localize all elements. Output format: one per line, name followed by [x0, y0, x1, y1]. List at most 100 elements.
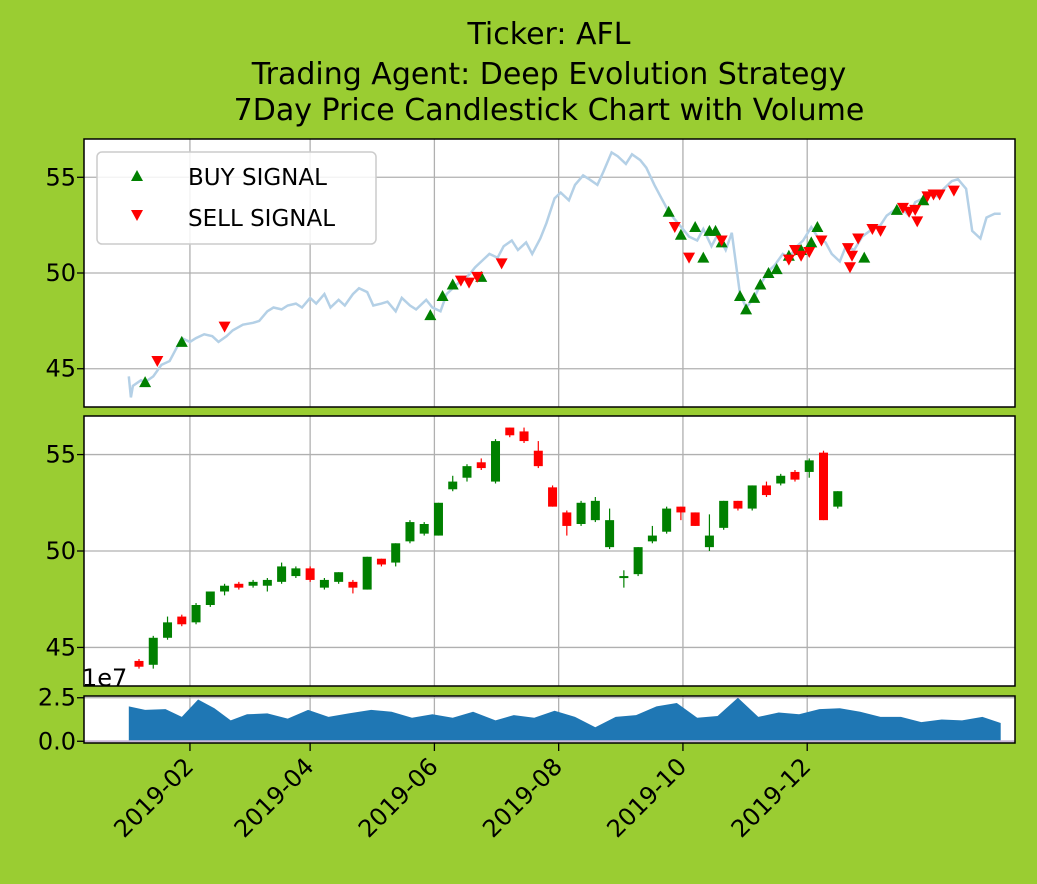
candle	[177, 614, 187, 627]
candle-body	[148, 637, 158, 665]
sell-signal-marker	[782, 254, 795, 266]
candle	[776, 473, 786, 486]
candle-body	[163, 622, 173, 638]
candle	[205, 591, 215, 607]
candle-body	[491, 441, 501, 482]
candle-body	[305, 568, 315, 580]
candle	[448, 475, 458, 492]
candle	[134, 659, 144, 669]
candle-body	[476, 462, 486, 469]
volume-panel-frame	[83, 695, 1016, 744]
candle-body	[348, 581, 358, 588]
candle-body	[291, 568, 301, 577]
volume-area	[128, 697, 1001, 742]
legend-sell-marker	[131, 210, 143, 221]
candle-body	[533, 450, 543, 467]
buy-signal-marker	[662, 205, 675, 217]
candle	[234, 581, 244, 590]
buy-signal-marker	[674, 228, 687, 240]
buy-signal-marker	[762, 267, 775, 278]
buy-signal-marker	[748, 291, 761, 303]
price-line	[127, 150, 1001, 398]
candle	[790, 470, 800, 482]
candle-body	[220, 585, 230, 592]
candle-body	[419, 524, 429, 534]
buy-signal-marker	[890, 203, 903, 215]
y-tick-label: 50	[45, 537, 76, 565]
sell-signal-marker	[852, 233, 865, 245]
candle-body	[619, 576, 629, 579]
candle-body	[548, 487, 558, 507]
volume-panel-y-ticks: 0.0 2.5	[38, 684, 84, 755]
candle	[676, 506, 686, 521]
candlestick-panel: 45 50 55	[45, 415, 1016, 687]
candle-body	[647, 535, 657, 542]
sell-signal-marker	[668, 222, 681, 234]
candle-body	[391, 543, 401, 563]
candle-body	[590, 500, 600, 521]
candle	[819, 450, 829, 521]
candle-panel-grid	[84, 416, 1015, 686]
candle	[148, 635, 158, 669]
y-tick-label: 50	[45, 259, 76, 287]
candle	[519, 427, 529, 443]
buy-signal-marker	[697, 251, 710, 263]
candle	[533, 441, 543, 469]
sell-signal-marker	[843, 262, 856, 274]
sell-signal-marker	[471, 271, 484, 283]
sell-signal-marker	[815, 235, 828, 247]
candle-body	[505, 427, 515, 436]
candle-body	[234, 583, 244, 588]
candle-body	[776, 475, 786, 484]
y-tick-label: 55	[45, 163, 76, 191]
legend: BUY SIGNAL SELL SIGNAL	[96, 151, 377, 245]
candle-panel-y-ticks: 45 50 55	[45, 441, 84, 661]
price-panel-y-ticks: 45 50 55	[45, 163, 84, 383]
candle-body	[262, 579, 272, 586]
candle	[505, 427, 515, 438]
candle	[605, 508, 615, 550]
sell-signal-marker	[795, 250, 808, 262]
candle-body	[248, 581, 258, 586]
volume-panel: 0.0 2.5 1e7	[38, 664, 1016, 755]
candle	[433, 502, 443, 536]
candle	[476, 458, 486, 470]
candle	[191, 603, 201, 625]
sell-signal-marker	[874, 225, 887, 237]
buy-signal-marker	[770, 263, 783, 275]
candle-body	[448, 481, 458, 490]
y-tick-label: 45	[45, 355, 76, 383]
candle	[647, 525, 657, 544]
title-line-3: 7Day Price Candlestick Chart with Volume	[234, 93, 865, 128]
buy-signal-marker	[709, 224, 722, 236]
candle	[163, 616, 173, 640]
candle-body	[662, 508, 672, 532]
sell-signal-marker	[909, 204, 922, 216]
sell-signal-marker	[947, 185, 960, 197]
y-tick-label: 45	[45, 633, 76, 661]
sell-signal-marker	[715, 235, 728, 247]
candle-body	[733, 500, 743, 509]
candle-body	[576, 502, 586, 524]
candle-body	[177, 616, 187, 625]
candle	[804, 458, 814, 478]
buy-signal-marker	[436, 289, 449, 301]
candle	[719, 500, 729, 530]
title-line-2: Trading Agent: Deep Evolution Strategy	[251, 57, 847, 92]
volume-scale-label: 1e7	[82, 664, 127, 692]
candle-body	[562, 512, 572, 526]
buy-signal-marker	[917, 194, 930, 206]
candle-body	[433, 502, 443, 536]
buy-signal-marker	[805, 236, 818, 248]
sell-signal-marker	[933, 189, 946, 201]
candle-body	[334, 572, 344, 582]
candle	[277, 562, 287, 584]
buy-signal-marker	[175, 335, 188, 347]
candle	[491, 439, 501, 484]
sell-signal-marker	[788, 245, 801, 257]
candle	[562, 510, 572, 536]
candle-body	[519, 431, 529, 442]
candle-body	[376, 558, 386, 565]
candle-body	[605, 520, 615, 548]
candle	[319, 578, 329, 590]
